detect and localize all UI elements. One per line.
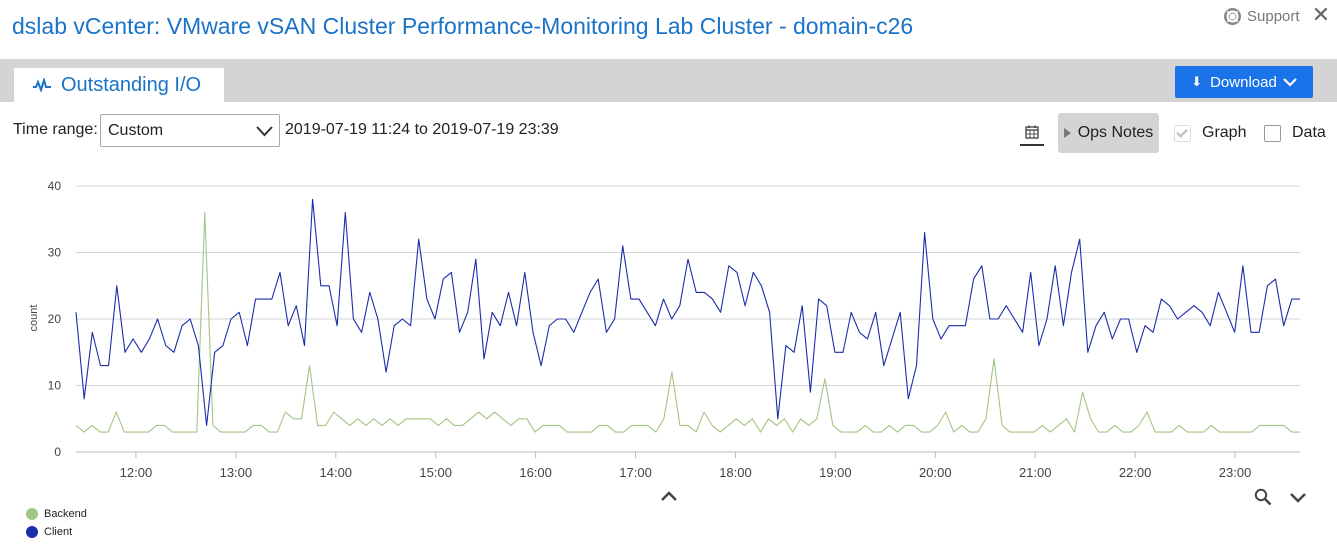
y-axis-label: count <box>28 305 40 332</box>
tab-label: Outstanding I/O <box>61 73 202 96</box>
x-tick-label: 15:00 <box>419 465 452 480</box>
chevron-down-icon[interactable] <box>1289 492 1307 504</box>
tab-bar: Outstanding I/O ⬇ Download <box>0 59 1337 102</box>
checkbox-box <box>1174 124 1191 142</box>
x-tick-label: 13:00 <box>220 465 253 480</box>
tab-outstanding-io[interactable]: Outstanding I/O <box>14 68 224 102</box>
checkbox-box <box>1264 124 1281 142</box>
zoom-icon[interactable] <box>1254 488 1272 506</box>
download-arrow-icon: ⬇ <box>1191 74 1203 89</box>
graph-label: Graph <box>1202 124 1247 141</box>
chevron-down-icon <box>256 126 273 137</box>
x-tick-label: 17:00 <box>619 465 652 480</box>
legend-label: Client <box>44 526 73 538</box>
y-tick-label: 0 <box>54 445 61 459</box>
data-checkbox[interactable]: Data <box>1264 124 1326 142</box>
download-button[interactable]: ⬇ Download <box>1175 66 1313 98</box>
x-tick-label: 23:00 <box>1219 465 1252 480</box>
x-tick-label: 12:00 <box>120 465 153 480</box>
time-range-select[interactable]: Custom <box>100 114 280 147</box>
legend-item-backend[interactable]: Backend <box>26 505 87 523</box>
x-tick-label: 16:00 <box>519 465 552 480</box>
chart-series <box>75 198 1300 433</box>
outstanding-io-chart: 0 10 20 30 40 12:00 13:00 14:00 15:00 16:00 17:00… <box>28 179 1300 480</box>
x-tick-label: 18:00 <box>719 465 752 480</box>
legend-swatch <box>26 508 38 520</box>
activity-icon <box>33 78 51 92</box>
ops-notes-button[interactable]: Ops Notes <box>1058 113 1159 153</box>
checkmark-icon <box>1176 125 1188 138</box>
chevron-down-icon <box>1283 78 1297 87</box>
support-link[interactable]: Support <box>1224 6 1300 26</box>
download-label: Download <box>1210 73 1277 91</box>
calendar-button[interactable] <box>1020 120 1044 146</box>
chart-legend: Backend Client <box>26 505 87 541</box>
time-range-value: Custom <box>108 121 164 139</box>
x-tick-label: 21:00 <box>1019 465 1052 480</box>
y-tick-label: 20 <box>48 312 62 326</box>
series-line-client <box>75 198 1300 426</box>
triangle-right-icon <box>1063 128 1071 138</box>
x-tick-label: 22:00 <box>1119 465 1152 480</box>
series-line-backend <box>75 212 1300 433</box>
chart-grid <box>76 185 1300 453</box>
legend-item-client[interactable]: Client <box>26 523 87 541</box>
x-tick-label: 20:00 <box>919 465 952 480</box>
graph-checkbox[interactable]: Graph <box>1174 124 1246 142</box>
time-range-text: 2019-07-19 11:24 to 2019-07-19 23:39 <box>285 121 559 138</box>
data-label: Data <box>1292 124 1326 141</box>
support-label: Support <box>1247 7 1300 25</box>
y-axis-ticks: 0 10 20 30 40 <box>48 179 62 459</box>
close-icon[interactable]: ✕ <box>1311 2 1331 27</box>
legend-swatch <box>26 526 38 538</box>
y-tick-label: 10 <box>48 379 62 393</box>
calendar-icon <box>1025 125 1039 139</box>
y-tick-label: 30 <box>48 246 62 260</box>
x-axis-ticks: 12:00 13:00 14:00 15:00 16:00 17:00 18:00 19:00… <box>120 452 1252 480</box>
legend-label: Backend <box>44 508 87 520</box>
x-tick-label: 19:00 <box>819 465 852 480</box>
time-range-label: Time range: <box>13 121 98 138</box>
lifebuoy-icon <box>1224 7 1241 25</box>
page-title: dslab vCenter: VMware vSAN Cluster Perfo… <box>12 13 914 39</box>
y-tick-label: 40 <box>48 179 62 193</box>
chevron-up-icon[interactable] <box>660 490 678 502</box>
ops-notes-label: Ops Notes <box>1077 124 1154 141</box>
x-tick-label: 14:00 <box>320 465 353 480</box>
